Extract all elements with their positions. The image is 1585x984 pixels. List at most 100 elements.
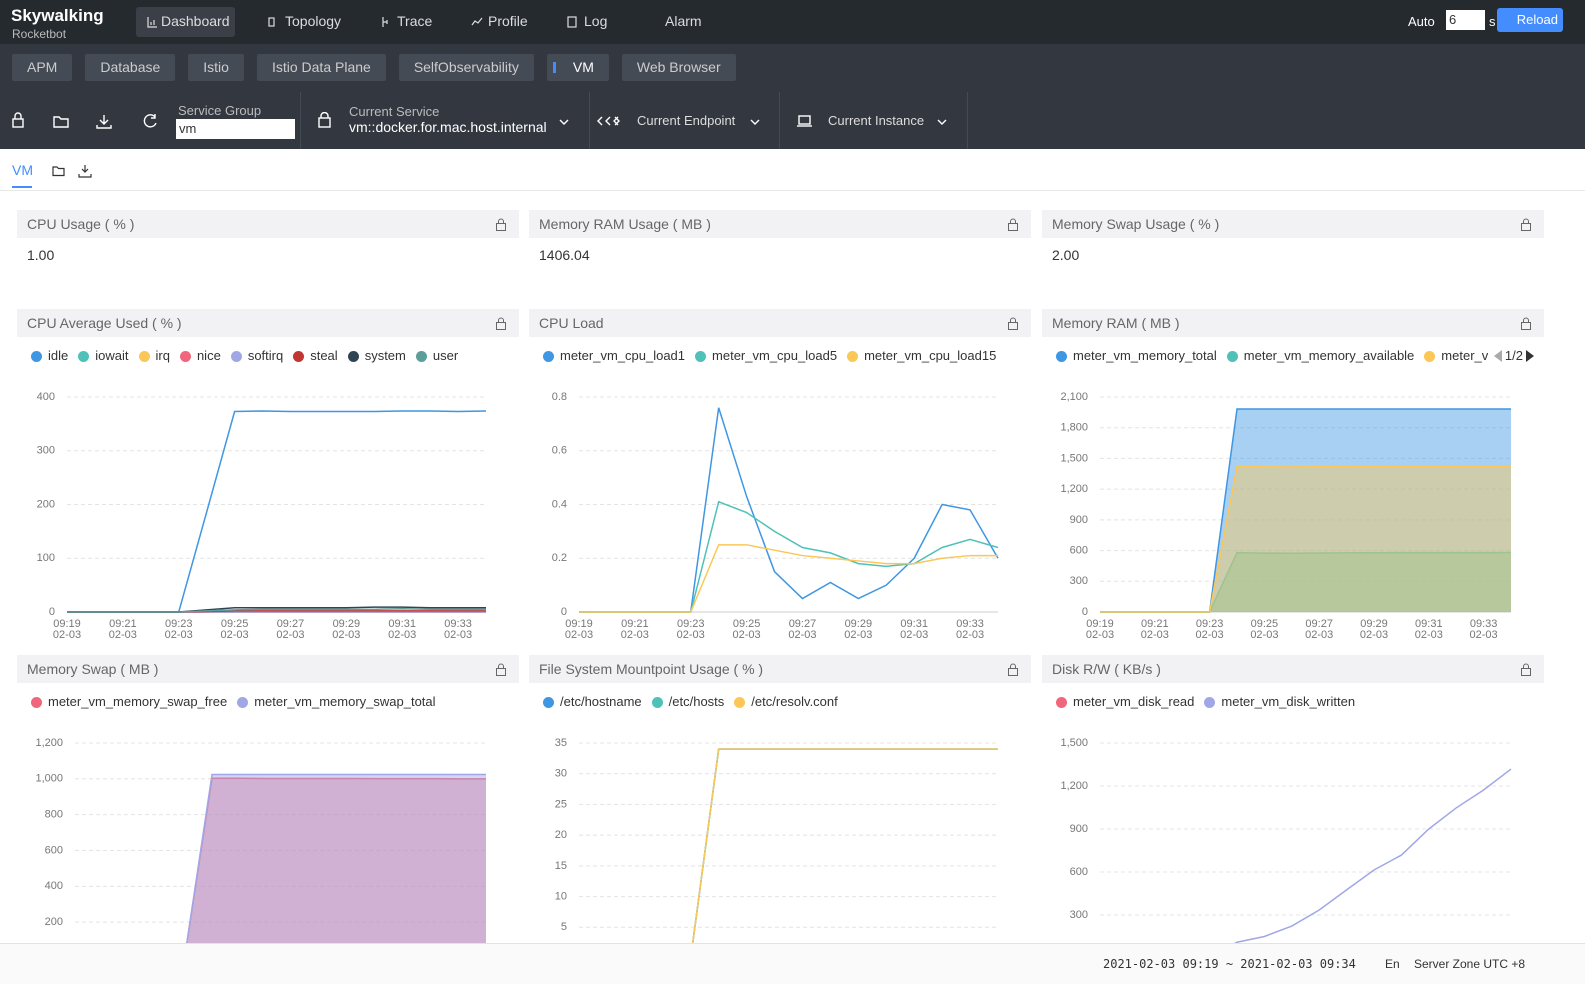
layer-tab[interactable]: SelfObservability	[399, 54, 534, 81]
y-tick-label: 200	[37, 498, 55, 510]
y-tick-label: 2,100	[1060, 391, 1088, 403]
x-tick-label: 09:21 02-03	[1135, 619, 1175, 641]
area	[1100, 466, 1511, 612]
y-tick-label: 1,500	[1060, 737, 1088, 749]
x-tick-label: 09:33 02-03	[950, 619, 990, 641]
time-range[interactable]: 2021-02-03 09:19 ~ 2021-02-03 09:34	[1103, 957, 1356, 971]
current-endpoint[interactable]: Current Endpoint	[637, 113, 735, 128]
interval-unit: s	[1489, 14, 1496, 29]
separator	[300, 92, 301, 149]
current-service[interactable]: vm::docker.for.mac.host.internal	[349, 119, 547, 135]
layer-tab[interactable]: Web Browser	[622, 54, 736, 81]
y-tick-label: 600	[1070, 544, 1088, 556]
separator	[589, 92, 590, 149]
lock-shackle	[1011, 219, 1016, 224]
card-title: CPU Usage ( % )	[17, 210, 519, 238]
x-tick-label: 09:19 02-03	[47, 619, 87, 641]
y-tick-label: 400	[37, 391, 55, 403]
line	[579, 545, 998, 612]
y-tick-label: 800	[45, 809, 63, 821]
current-instance[interactable]: Current Instance	[828, 113, 924, 128]
layer-tab[interactable]: VM	[547, 54, 609, 81]
x-tick-label: 09:33 02-03	[438, 619, 478, 641]
y-tick-label: 0	[1082, 606, 1088, 618]
x-tick-label: 09:21 02-03	[615, 619, 655, 641]
y-tick-label: 30	[555, 768, 567, 780]
x-tick-label: 09:25 02-03	[727, 619, 767, 641]
line	[579, 408, 998, 612]
y-tick-label: 15	[555, 860, 567, 872]
lock-icon	[1520, 218, 1532, 231]
interval-input[interactable]: 6	[1446, 10, 1485, 30]
lock-body	[1522, 224, 1531, 231]
chart-panel: CPU Loadmeter_vm_cpu_load1meter_vm_cpu_l…	[529, 309, 1031, 645]
y-tick-label: 0	[561, 606, 567, 618]
y-tick-label: 600	[45, 844, 63, 856]
area	[75, 775, 486, 943]
y-tick-label: 200	[45, 916, 63, 928]
y-tick-label: 0.2	[552, 552, 567, 564]
metric-card: Memory RAM Usage ( MB )1406.04	[529, 210, 1031, 298]
layer-tabs: APM Database Istio Istio Data Plane SelfObse…	[0, 44, 1585, 92]
y-tick-label: 0.8	[552, 391, 567, 403]
y-tick-label: 0.4	[552, 498, 567, 510]
layer-tab[interactable]: Istio Data Plane	[257, 54, 386, 81]
nav-icons	[146, 15, 646, 29]
dashboard-icons[interactable]	[52, 164, 97, 178]
language[interactable]: En	[1385, 957, 1400, 971]
x-tick-label: 09:31 02-03	[382, 619, 422, 641]
service-group-label: Service Group	[178, 103, 261, 118]
x-tick-label: 09:23 02-03	[1190, 619, 1230, 641]
x-tick-label: 09:29 02-03	[1354, 619, 1394, 641]
x-tick-label: 09:31 02-03	[894, 619, 934, 641]
line	[1100, 769, 1511, 943]
x-tick-label: 09:19 02-03	[1080, 619, 1120, 641]
line	[579, 749, 998, 943]
card-value: 2.00	[1052, 247, 1079, 263]
lock-body	[497, 224, 506, 231]
separator	[779, 92, 780, 149]
reload-button[interactable]: Reload	[1497, 8, 1563, 32]
card-title: Memory RAM Usage ( MB )	[529, 210, 1031, 238]
y-tick-label: 0	[49, 606, 55, 618]
y-tick-label: 5	[561, 921, 567, 933]
y-tick-label: 600	[1070, 866, 1088, 878]
y-tick-label: 1,000	[35, 773, 63, 785]
toolbar-icons[interactable]	[10, 112, 160, 130]
y-tick-label: 900	[1070, 823, 1088, 835]
y-tick-label: 300	[37, 445, 55, 457]
lock-shackle	[1524, 219, 1529, 224]
y-tick-label: 300	[1070, 909, 1088, 921]
x-tick-label: 09:27 02-03	[782, 619, 822, 641]
y-tick-label: 400	[45, 880, 63, 892]
tab-list: APM Database Istio Istio Data Plane SelfObse…	[12, 54, 736, 81]
brand: Skywalking	[11, 6, 104, 26]
y-tick-label: 300	[1070, 575, 1088, 587]
lock-body	[1009, 224, 1018, 231]
x-tick-label: 09:25 02-03	[215, 619, 255, 641]
server-zone: Server Zone UTC +8	[1414, 957, 1525, 971]
y-tick-label: 10	[555, 890, 567, 902]
separator	[967, 92, 968, 149]
service-group-input[interactable]: vm	[176, 119, 295, 139]
y-tick-label: 1,200	[1060, 483, 1088, 495]
card-value: 1.00	[27, 247, 54, 263]
card-title: Memory Swap Usage ( % )	[1042, 210, 1544, 238]
top-bar: Skywalking Rocketbot Dashboard Topology …	[0, 0, 1585, 44]
y-tick-label: 100	[37, 552, 55, 564]
plot: 5101520253035	[529, 655, 1031, 943]
y-tick-label: 900	[1070, 514, 1088, 526]
layer-tab[interactable]: Database	[85, 54, 175, 81]
dashboard-tab[interactable]: VM	[12, 162, 33, 178]
x-tick-label: 09:25 02-03	[1244, 619, 1284, 641]
metric-card: CPU Usage ( % ) 1.00	[17, 210, 519, 298]
lock-icon	[495, 218, 507, 231]
x-tick-label: 09:31 02-03	[1409, 619, 1449, 641]
content: CPU Usage ( % ) 1.00 Memory RAM Usage ( MB…	[0, 191, 1585, 943]
layer-tab[interactable]: Istio	[188, 54, 244, 81]
nav-item[interactable]: Alarm	[665, 13, 702, 29]
line	[67, 411, 486, 612]
x-tick-label: 09:21 02-03	[103, 619, 143, 641]
layer-tab[interactable]: APM	[12, 54, 72, 81]
